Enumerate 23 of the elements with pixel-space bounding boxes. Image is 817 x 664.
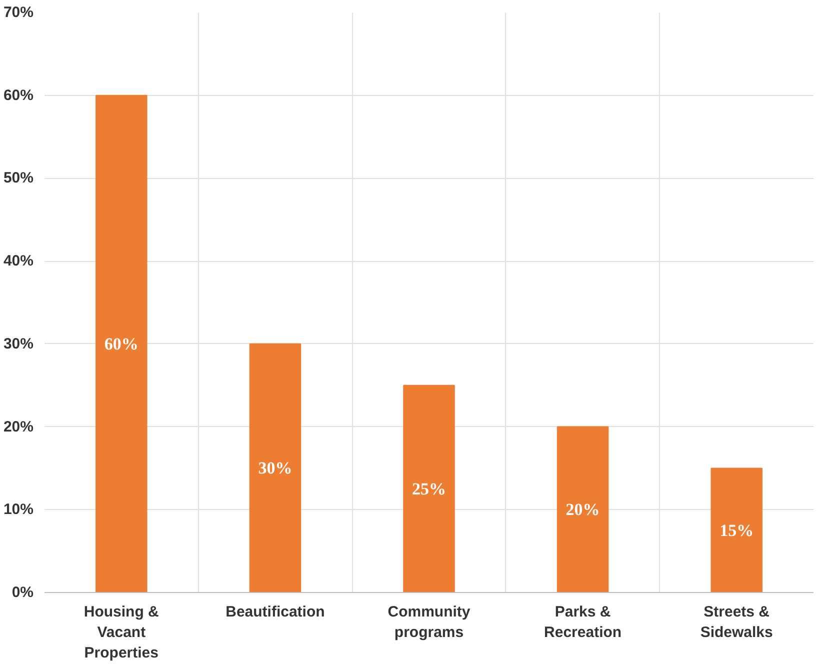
bar <box>710 468 762 592</box>
y-tick-label: 60% <box>3 86 34 104</box>
data-label: 60% <box>104 334 138 354</box>
x-tick-label: Housing & Vacant Properties <box>84 604 160 662</box>
bar <box>249 343 302 592</box>
data-label: 20% <box>566 500 600 520</box>
x-tick-label: Streets & Sidewalks <box>700 604 773 641</box>
bar <box>403 384 455 592</box>
data-label: 15% <box>720 520 754 540</box>
y-tick-label: 50% <box>3 170 34 187</box>
y-tick-label: 40% <box>3 252 34 270</box>
y-tick-label: 0% <box>12 584 34 601</box>
x-tick-label: Community programs <box>388 604 471 641</box>
x-tick-label: Parks & Recreation <box>544 604 622 641</box>
y-tick-label: 30% <box>3 335 34 352</box>
y-tick-label: 20% <box>3 418 34 436</box>
bar <box>556 426 609 592</box>
x-tick-label: Beautification <box>226 604 325 620</box>
y-tick-label: 70% <box>3 4 34 21</box>
y-tick-label: 10% <box>3 501 34 518</box>
data-label: 25% <box>412 479 446 498</box>
bar <box>96 94 148 592</box>
data-label: 30% <box>258 458 292 478</box>
